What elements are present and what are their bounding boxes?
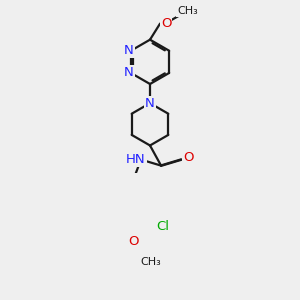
Text: CH₃: CH₃ [177, 7, 198, 16]
Text: CH₃: CH₃ [141, 257, 161, 267]
Text: O: O [161, 17, 171, 30]
Text: O: O [183, 151, 194, 164]
Text: N: N [124, 44, 134, 57]
Text: N: N [145, 97, 155, 110]
Text: O: O [129, 235, 139, 248]
Text: N: N [124, 66, 134, 80]
Text: Cl: Cl [156, 220, 169, 233]
Text: HN: HN [126, 153, 146, 166]
